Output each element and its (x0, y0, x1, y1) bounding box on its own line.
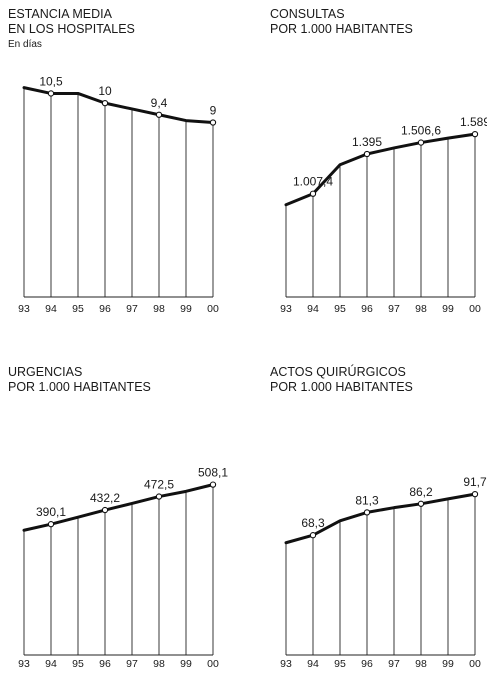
chart-subtitle: En días (8, 39, 42, 50)
chart-title-line: POR 1.000 HABITANTES (8, 380, 151, 394)
x-tick-label: 93 (18, 658, 30, 670)
series-line (284, 132, 477, 207)
x-tick-label: 96 (361, 658, 373, 670)
series-line (22, 86, 215, 125)
x-tick-label: 95 (72, 658, 84, 670)
data-label: 1.506,6 (401, 124, 441, 138)
x-tick-label: 96 (99, 303, 111, 315)
x-tick-label: 95 (72, 303, 84, 315)
x-tick-label: 96 (99, 658, 111, 670)
x-tick-label: 94 (307, 303, 319, 315)
x-tick-label: 99 (180, 303, 192, 315)
data-point-marker (209, 481, 217, 488)
data-point-marker (155, 111, 163, 118)
data-label: 1.395 (352, 135, 382, 149)
x-tick-label: 00 (207, 658, 219, 670)
data-label: 1.589 (460, 115, 487, 129)
x-tick-label: 93 (280, 658, 292, 670)
x-tick-label: 94 (45, 303, 57, 315)
x-tick-label: 98 (415, 303, 427, 315)
x-tick-label: 00 (469, 303, 481, 315)
data-point-marker (309, 532, 317, 539)
series-line (284, 492, 477, 545)
data-label: 91,7 (463, 475, 487, 489)
x-tick-label: 97 (388, 303, 400, 315)
data-label: 10 (98, 84, 112, 98)
x-tick-label: 97 (388, 658, 400, 670)
data-label: 508,1 (198, 466, 228, 480)
x-tick-label: 96 (361, 303, 373, 315)
x-tick-label: 93 (280, 303, 292, 315)
data-point-marker (101, 99, 109, 107)
data-point-marker (47, 90, 55, 97)
data-label: 9 (210, 104, 217, 118)
x-tick-label: 97 (126, 658, 138, 670)
data-label: 9,4 (151, 96, 168, 110)
data-label: 68,3 (301, 516, 325, 530)
chart-title-line: POR 1.000 HABITANTES (270, 380, 413, 394)
data-label: 390,1 (36, 505, 66, 519)
x-tick-label: 95 (334, 303, 346, 315)
x-tick-label: 98 (153, 303, 165, 315)
data-label: 10,5 (39, 74, 63, 88)
data-point-marker (417, 500, 425, 507)
data-point-marker (417, 139, 425, 146)
x-tick-label: 98 (153, 658, 165, 670)
x-tick-label: 94 (307, 658, 319, 670)
chart-title-line: URGENCIAS (8, 365, 82, 379)
data-label: 472,5 (144, 478, 174, 492)
x-tick-label: 93 (18, 303, 30, 315)
data-point-marker (209, 119, 217, 126)
data-point-marker (47, 521, 55, 528)
data-label: 1.007,4 (293, 175, 333, 189)
data-point-marker (309, 190, 317, 197)
series-line (22, 483, 215, 532)
data-label: 432,2 (90, 491, 120, 505)
chart-title-line: ACTOS QUIRÚRGICOS (270, 364, 406, 379)
data-point-marker (471, 491, 479, 498)
x-tick-label: 00 (207, 303, 219, 315)
x-tick-label: 94 (45, 658, 57, 670)
data-point-marker (363, 150, 371, 158)
chart-title-line: ESTANCIA MEDIA (8, 7, 113, 21)
chart-title-line: POR 1.000 HABITANTES (270, 22, 413, 36)
data-point-marker (471, 130, 479, 138)
data-point-marker (363, 509, 371, 516)
data-point-marker (101, 506, 109, 514)
data-point-marker (155, 493, 163, 500)
data-label: 86,2 (409, 485, 433, 499)
x-tick-label: 99 (442, 658, 454, 670)
chart-title-line: EN LOS HOSPITALES (8, 22, 135, 36)
x-tick-label: 98 (415, 658, 427, 670)
data-label: 81,3 (355, 493, 379, 507)
x-tick-label: 95 (334, 658, 346, 670)
x-tick-label: 99 (442, 303, 454, 315)
x-tick-label: 99 (180, 658, 192, 670)
x-tick-label: 00 (469, 658, 481, 670)
chart-title-line: CONSULTAS (270, 7, 345, 21)
x-tick-label: 97 (126, 303, 138, 315)
